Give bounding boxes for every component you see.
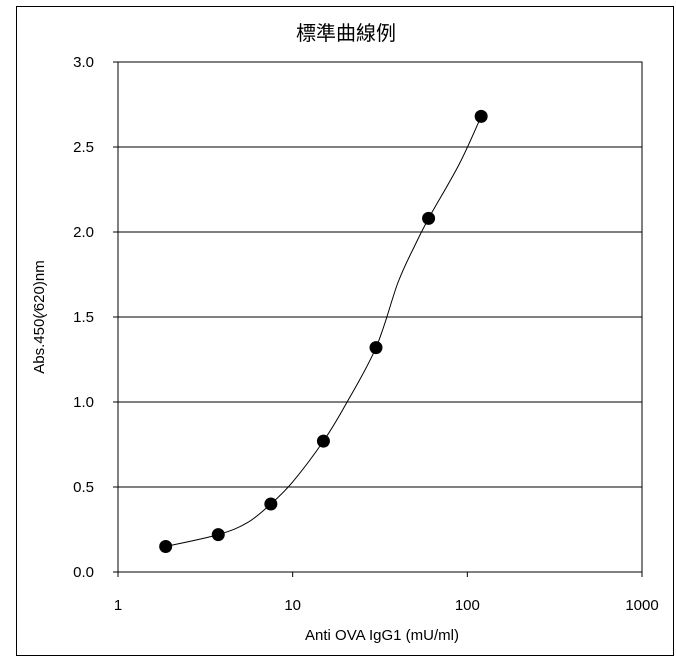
- y-tick-label: 1.0: [73, 394, 94, 411]
- y-tick-label: 0.0: [73, 564, 94, 581]
- x-tick-label: 10: [284, 597, 301, 614]
- chart-frame: [16, 6, 674, 656]
- data-point: [474, 109, 488, 123]
- data-point: [316, 434, 330, 448]
- y-axis-label: Abs.450(⁄620)nm: [31, 260, 48, 373]
- y-tick-label: 3.0: [73, 54, 94, 71]
- data-point: [369, 341, 383, 355]
- data-point: [422, 211, 436, 225]
- x-tick-label: 1000: [625, 597, 658, 614]
- y-axis-ticks: 0.0 0.5 1.0 1.5 2.0 2.5 3.0: [73, 54, 118, 581]
- chart-title: 標準曲線例: [296, 21, 396, 45]
- fitted-curve-line: [165, 116, 482, 547]
- y-tick-label: 0.5: [73, 479, 94, 496]
- x-axis-label: Anti OVA IgG1 (mU/ml): [305, 627, 459, 644]
- y-tick-label: 2.0: [73, 224, 94, 241]
- data-point: [211, 528, 225, 542]
- data-point: [159, 540, 173, 553]
- x-tick-label: 1: [114, 597, 122, 614]
- y-tick-label: 2.5: [73, 139, 94, 156]
- curve-layer: [165, 116, 482, 547]
- x-axis-ticks: 1 10 100 1000: [114, 572, 659, 614]
- data-point: [264, 497, 278, 511]
- y-tick-label: 1.5: [73, 309, 94, 326]
- grid-layer: [118, 146, 642, 488]
- point-layer: [159, 109, 488, 553]
- x-tick-label: 100: [455, 597, 480, 614]
